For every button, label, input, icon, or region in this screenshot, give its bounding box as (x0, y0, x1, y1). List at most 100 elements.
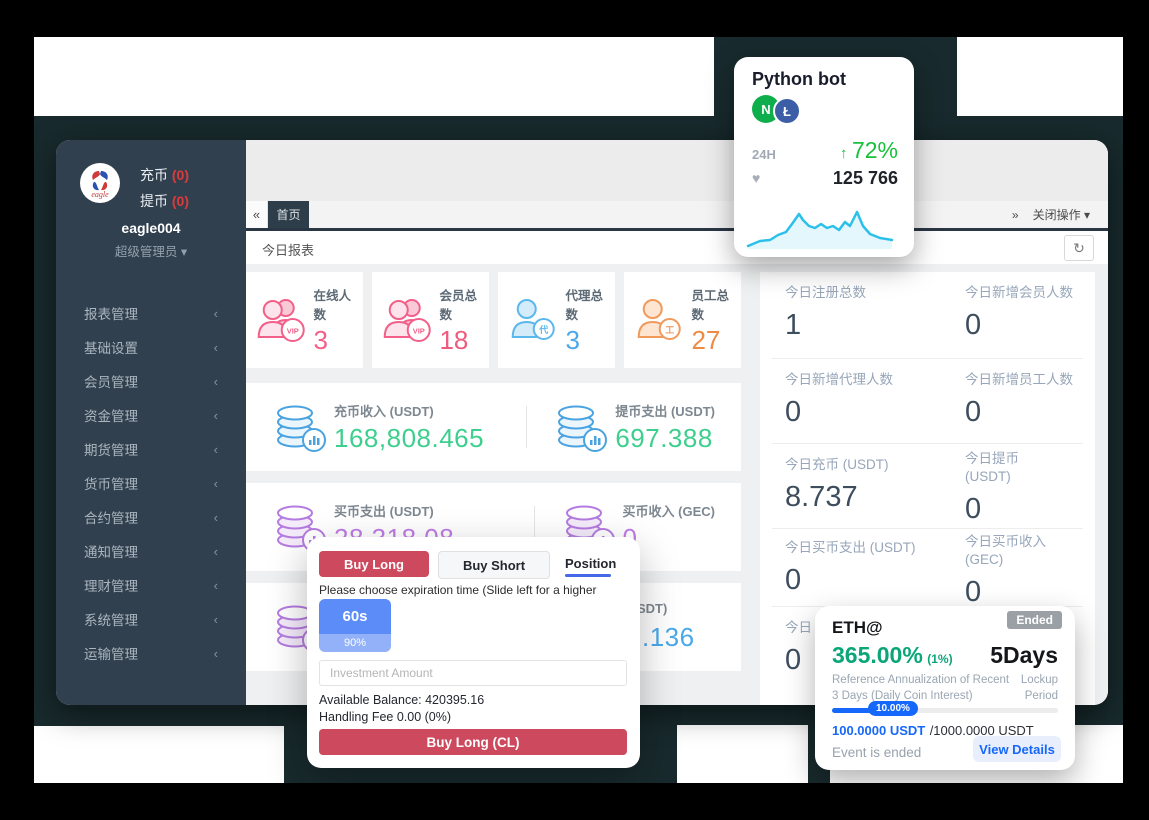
sidebar-item-basic-settings[interactable]: 基础设置 ‹ (56, 330, 246, 364)
position-underline (565, 574, 611, 577)
favorites-count: 125 766 (832, 168, 898, 188)
today-value: 1 (785, 309, 802, 342)
bot-title: Python bot (752, 69, 846, 89)
stat-value: 697.388 (615, 422, 713, 453)
chevron-left-icon: ‹ (213, 645, 218, 661)
caret-down-icon: ▾ (1083, 208, 1090, 222)
duration-60s-option[interactable]: 60s 90% (319, 599, 391, 652)
menu-label: 会员管理 (84, 375, 138, 390)
buy-short-tab[interactable]: Buy Short (438, 551, 550, 579)
lockup-days: 5Days (990, 642, 1058, 668)
chevron-left-icon: ‹ (213, 577, 218, 593)
today-value: 0 (965, 493, 982, 526)
sidebar-item-system[interactable]: 系统管理 ‹ (56, 602, 246, 636)
duration-label: 60s (319, 599, 391, 634)
deposit-counter[interactable]: 充币 (0) (140, 165, 189, 185)
divider (533, 506, 535, 548)
sidebar: eagle 充币 (0) 提币 (0) eagle004 超级管理员 ▾ 报表管… (56, 140, 246, 705)
handling-fee: Handling Fee 0.00 (0%) (319, 710, 452, 724)
menu-label: 合约管理 (84, 511, 138, 526)
buy-long-tab[interactable]: Buy Long (319, 551, 429, 577)
agent-user-icon: 代 (511, 299, 555, 340)
vip-users-icon: VIP (257, 299, 305, 342)
username: eagle004 (121, 220, 181, 236)
today-value: 0 (785, 564, 802, 597)
stat-value: 168,808.465 (334, 422, 485, 453)
stat-value: 27 (691, 324, 721, 355)
stat-card-agents: 代 代理总数 3 (498, 272, 615, 368)
today-value: 0 (785, 644, 802, 677)
stat-value-fragment: .136 (642, 622, 695, 652)
today-value: 0 (965, 576, 982, 609)
sidebar-item-currency[interactable]: 货币管理 ‹ (56, 466, 246, 500)
sidebar-item-futures[interactable]: 期货管理 ‹ (56, 432, 246, 466)
role-dropdown[interactable]: 超级管理员 ▾ (56, 241, 246, 260)
bottom-white-block-middle (677, 725, 808, 783)
view-details-button[interactable]: View Details (973, 736, 1061, 762)
stat-value: 3 (565, 324, 580, 355)
coins-usdt-icon (558, 405, 608, 452)
progress-label: 10.00% (868, 701, 918, 716)
sidebar-item-reports[interactable]: 报表管理 ‹ (56, 296, 246, 330)
chevron-left-icon: ‹ (213, 509, 218, 525)
today-value: 0 (785, 396, 802, 429)
stat-value: 3 (313, 324, 328, 355)
sidebar-item-transport[interactable]: 运输管理 ‹ (56, 636, 246, 670)
litecoin-icon: Ł (773, 97, 801, 125)
buy-long-submit-button[interactable]: Buy Long (CL) (319, 729, 627, 755)
menu-label: 运输管理 (84, 647, 138, 662)
menu-label: 系统管理 (84, 613, 138, 628)
sparkline-chart (746, 210, 894, 249)
stat-card-online: VIP 在线人数 3 (246, 272, 363, 368)
tab-bar: « 首页 » 关闭操作 ▾ (246, 201, 1108, 228)
position-tab[interactable]: Position (565, 556, 617, 571)
sidebar-item-members[interactable]: 会员管理 ‹ (56, 364, 246, 398)
expand-tabs-button[interactable]: » (1012, 208, 1019, 222)
change-percent: ↑ 72% (840, 137, 898, 163)
raised-amounts: 100.0000 USDT /1000.0000 USDT (832, 723, 1034, 738)
chevron-left-icon: ‹ (213, 407, 218, 423)
today-row: 今日注册总数 1 今日新增会员人数 0 (760, 272, 1095, 358)
today-label: 今日新增代理人数 (785, 372, 893, 387)
today-value: 8.737 (785, 481, 858, 514)
lockup-label: Lockup Period (1020, 674, 1058, 703)
today-row: 今日充币 (USDT) 8.737 今日提币 (USDT) 0 (760, 444, 1095, 528)
sidebar-item-contracts[interactable]: 合约管理 ‹ (56, 500, 246, 534)
menu-label: 货币管理 (84, 477, 138, 492)
svg-text:工: 工 (665, 325, 674, 335)
tab-home[interactable]: 首页 (268, 201, 309, 228)
divider (772, 528, 1083, 529)
caret-down-icon: ▾ (180, 245, 188, 259)
stat-label: 买币支出 (USDT) (334, 503, 434, 519)
stat-label: 代理总数 (565, 288, 603, 322)
trade-modal: Buy Long Buy Short Position Please choos… (307, 537, 640, 768)
svg-text:代: 代 (538, 324, 548, 335)
stat-label: 在线人数 (313, 288, 351, 322)
collapse-tabs-button[interactable]: « (246, 201, 268, 228)
heart-icon: ♥ (752, 170, 761, 186)
investment-amount-input[interactable] (319, 660, 627, 686)
sidebar-item-funds[interactable]: 资金管理 ‹ (56, 398, 246, 432)
deposit-count: (0) (171, 167, 190, 183)
chevron-left-icon: ‹ (213, 475, 218, 491)
eth-staking-card: Ended ETH@ 365.00% (1%) 5Days Reference … (815, 606, 1075, 770)
today-label: 今日 (785, 620, 812, 635)
today-value: 0 (965, 396, 982, 429)
refresh-button[interactable]: ↻ (1064, 235, 1094, 261)
today-label: 今日充币 (USDT) (785, 457, 889, 472)
today-row: 今日新增代理人数 0 今日新增员工人数 0 (760, 359, 1095, 443)
today-label: 今日买币支出 (USDT) (785, 540, 916, 555)
sidebar-item-notifications[interactable]: 通知管理 ‹ (56, 534, 246, 568)
available-balance: Available Balance: 420395.16 (319, 693, 485, 707)
bottom-white-block-left (34, 726, 284, 783)
menu-label: 期货管理 (84, 443, 138, 458)
refresh-icon: ↻ (1073, 239, 1085, 256)
menu-label: 理财管理 (84, 579, 138, 594)
withdraw-counter[interactable]: 提币 (0) (140, 191, 189, 211)
expand-right-icon: » (1011, 207, 1019, 222)
svg-text:eagle: eagle (91, 190, 109, 199)
sidebar-item-wealth[interactable]: 理财管理 ‹ (56, 568, 246, 602)
chevron-left-icon: ‹ (213, 339, 218, 355)
stat-label: 充币收入 (USDT) (334, 403, 434, 419)
close-operations-dropdown[interactable]: 关闭操作 ▾ (1033, 206, 1090, 223)
